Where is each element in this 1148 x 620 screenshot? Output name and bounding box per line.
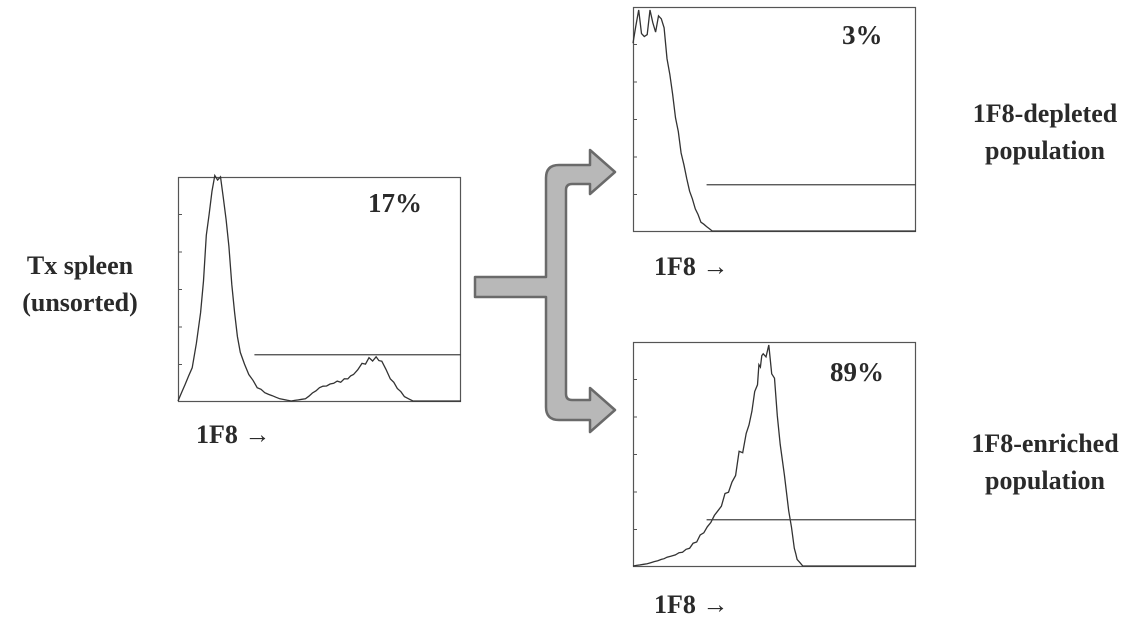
histogram-unsorted xyxy=(177,173,462,403)
depleted-x-axis-label: 1F8 → xyxy=(654,252,729,281)
histogram-curve xyxy=(632,344,916,567)
unsorted-label-line1: Tx spleen xyxy=(26,251,134,280)
enriched-population-label: 1F8-enriched population xyxy=(950,425,1140,499)
histogram-depleted-panel xyxy=(632,6,917,233)
histogram-curve xyxy=(632,9,916,232)
histogram-depleted xyxy=(632,6,917,233)
unsorted-gate-percent: 17% xyxy=(368,188,422,218)
enriched-gate-percent: 89% xyxy=(830,357,884,387)
unsorted-x-axis-label: 1F8 → xyxy=(196,420,271,449)
depleted-label-line2: population xyxy=(985,136,1105,165)
depleted-population-label: 1F8-depleted population xyxy=(950,95,1140,169)
histogram-curve xyxy=(177,173,461,402)
histogram-unsorted-panel xyxy=(177,173,462,403)
enriched-label-line1: 1F8-enriched xyxy=(971,429,1119,458)
depleted-gate-percent: 3% xyxy=(842,20,883,50)
depleted-label-line1: 1F8-depleted xyxy=(972,99,1118,128)
enriched-label-line2: population xyxy=(985,466,1105,495)
histogram-enriched xyxy=(632,341,917,568)
unsorted-sample-label: Tx spleen (unsorted) xyxy=(5,247,155,321)
unsorted-label-line2: (unsorted) xyxy=(22,288,138,317)
enriched-x-axis-label: 1F8 → xyxy=(654,590,729,619)
split-arrow-shape xyxy=(473,148,617,434)
histogram-enriched-panel xyxy=(632,341,917,568)
